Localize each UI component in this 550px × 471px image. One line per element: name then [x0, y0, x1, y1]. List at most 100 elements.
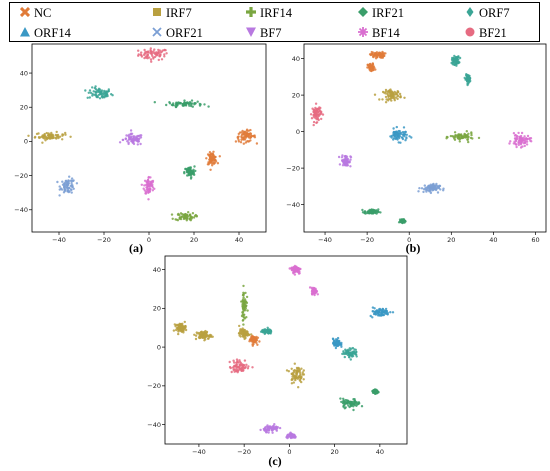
- data-point: [408, 135, 411, 138]
- data-point: [467, 140, 470, 144]
- data-point: [244, 365, 247, 369]
- data-point: [190, 217, 193, 220]
- data-point: [292, 271, 295, 274]
- data-point: [242, 318, 245, 322]
- cluster-irf14: [445, 130, 481, 144]
- data-point: [271, 429, 274, 432]
- data-point: [273, 423, 276, 426]
- data-point: [314, 106, 317, 110]
- x-tick-label: 40: [235, 236, 243, 244]
- data-point: [55, 130, 58, 134]
- data-point: [229, 366, 232, 370]
- data-point: [175, 102, 179, 105]
- legend-marker-orf14: [20, 27, 30, 37]
- data-point: [361, 208, 364, 212]
- data-point: [377, 210, 380, 214]
- data-point: [349, 165, 352, 168]
- data-point: [245, 316, 248, 319]
- data-point: [192, 168, 195, 171]
- data-point: [371, 306, 375, 309]
- data-point: [177, 332, 180, 336]
- data-point: [61, 138, 64, 141]
- data-point: [340, 400, 343, 404]
- data-point: [236, 371, 239, 374]
- data-point: [132, 138, 135, 141]
- scatter-panel-1: −40 −20 0 20 40 −40 −20 0 20 40 (a): [14, 43, 267, 255]
- y-tick-label: −40: [14, 206, 28, 214]
- data-point: [211, 158, 214, 161]
- data-point: [395, 92, 398, 96]
- data-point: [216, 162, 220, 165]
- data-point: [373, 93, 377, 96]
- legend-label: ORF21: [166, 26, 203, 40]
- data-point: [320, 117, 323, 121]
- data-point: [91, 86, 94, 89]
- data-point: [314, 112, 317, 115]
- data-point: [69, 184, 72, 188]
- data-point: [467, 136, 470, 139]
- data-point: [349, 158, 352, 161]
- data-point: [388, 94, 391, 98]
- data-point: [291, 377, 294, 381]
- data-point: [290, 382, 294, 385]
- data-point: [247, 129, 250, 132]
- data-point: [198, 335, 201, 339]
- data-point: [193, 333, 196, 336]
- data-point: [302, 369, 305, 372]
- data-point: [404, 139, 407, 142]
- data-point: [248, 340, 251, 343]
- legend-label: BF21: [479, 26, 507, 40]
- legend-marker-bf7: [246, 27, 256, 37]
- data-point: [457, 137, 460, 140]
- data-point: [210, 334, 213, 337]
- data-point: [245, 129, 249, 132]
- data-point: [168, 101, 171, 104]
- data-point: [242, 313, 245, 317]
- data-point: [371, 310, 374, 313]
- data-point: [208, 151, 212, 154]
- plot-frame: [164, 255, 408, 445]
- data-point: [312, 123, 315, 127]
- data-point: [344, 160, 347, 163]
- cluster-irf21: [371, 388, 380, 395]
- data-point: [336, 336, 340, 340]
- data-point: [384, 95, 388, 99]
- data-point: [133, 135, 136, 138]
- data-point: [194, 334, 198, 337]
- data-point: [314, 110, 317, 113]
- data-point: [242, 131, 245, 134]
- data-point: [210, 152, 213, 155]
- y-tick-label: −20: [147, 382, 161, 390]
- cluster-nc: [368, 50, 387, 60]
- data-point: [508, 142, 511, 145]
- data-point: [513, 134, 517, 137]
- data-point: [71, 185, 74, 189]
- data-point: [35, 132, 39, 136]
- data-point: [299, 378, 302, 381]
- data-point: [182, 328, 185, 332]
- data-point: [205, 330, 209, 334]
- data-point: [523, 144, 526, 148]
- data-point: [206, 153, 210, 156]
- data-point: [243, 337, 246, 341]
- data-point: [292, 381, 295, 384]
- data-point: [466, 82, 469, 86]
- data-point: [316, 293, 319, 296]
- cluster-bf21: [309, 102, 325, 127]
- data-point: [70, 191, 73, 194]
- legend-marker-irf21: [358, 7, 368, 17]
- data-point: [351, 346, 355, 350]
- data-point: [398, 92, 402, 96]
- data-point: [184, 328, 188, 332]
- data-point: [298, 374, 301, 378]
- data-point: [381, 307, 384, 311]
- data-point: [458, 56, 462, 60]
- data-point: [368, 53, 372, 56]
- data-point: [185, 169, 189, 172]
- data-point: [352, 405, 355, 408]
- data-point: [152, 57, 155, 60]
- data-point: [149, 58, 153, 61]
- data-point: [195, 214, 198, 218]
- data-point: [312, 108, 315, 112]
- data-point: [350, 351, 353, 355]
